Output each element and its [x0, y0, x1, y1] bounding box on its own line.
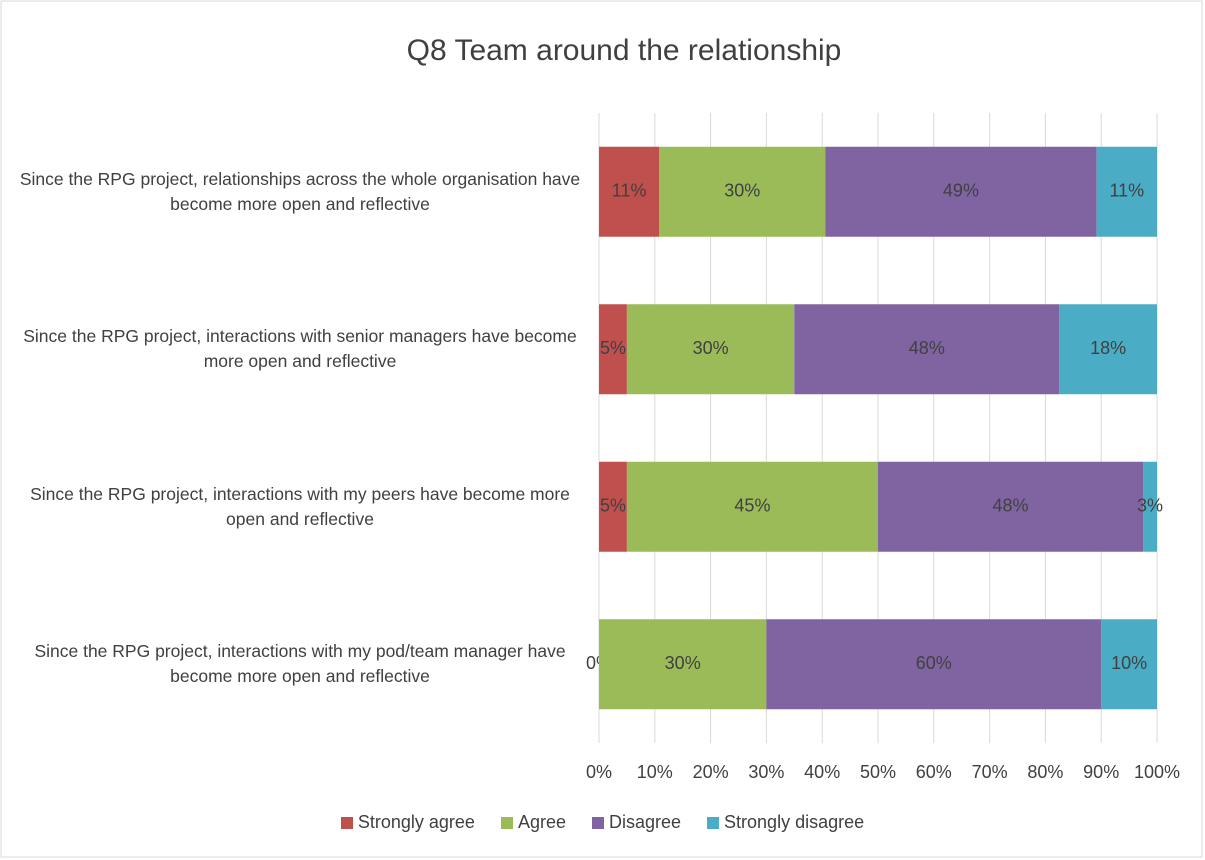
legend-item: Agree	[500, 812, 566, 833]
data-label: 3%	[1137, 496, 1163, 516]
data-label: 48%	[993, 496, 1029, 516]
x-tick-label: 70%	[972, 762, 1008, 782]
bar-segment	[599, 146, 660, 237]
legend-swatch	[340, 816, 353, 829]
x-tick-label: 90%	[1083, 762, 1119, 782]
data-label: 10%	[1111, 653, 1147, 673]
legend-label: Strongly disagree	[724, 812, 865, 832]
legend: Strongly agree Agree Disagree Strongly disa…	[0, 812, 1205, 833]
legend-swatch	[500, 816, 513, 829]
legend-swatch	[707, 816, 720, 829]
bar-segment	[599, 304, 627, 395]
bar-segment	[1059, 304, 1157, 395]
data-label: 60%	[916, 653, 952, 673]
x-tick-label: 10%	[637, 762, 673, 782]
bar-segment	[1101, 619, 1157, 710]
x-tick-label: 30%	[748, 762, 784, 782]
bar-segment	[599, 619, 767, 710]
y-tick-label: Since the RPG project, interactions with…	[23, 326, 577, 372]
data-label: 5%	[600, 496, 626, 516]
data-label: 30%	[693, 338, 729, 358]
bar-segment	[599, 461, 627, 552]
bar-segment	[1143, 461, 1157, 552]
x-tick-label: 0%	[586, 762, 612, 782]
legend-item: Strongly agree	[340, 812, 475, 833]
y-tick-label: Since the RPG project, interactions with…	[30, 483, 570, 529]
data-label: 11%	[1109, 181, 1144, 201]
bar-segment	[766, 619, 1102, 710]
legend-label: Strongly agree	[357, 812, 475, 832]
y-tick-label: Since the RPG project, relationships acr…	[19, 168, 581, 214]
legend-label: Agree	[517, 812, 566, 832]
data-label: 49%	[943, 181, 979, 201]
x-tick-label: 60%	[916, 762, 952, 782]
legend-swatch	[591, 816, 604, 829]
x-tick-label: 40%	[804, 762, 840, 782]
chart-title: Q8 Team around the relationship	[407, 34, 842, 67]
legend-label: Disagree	[608, 812, 682, 832]
x-tick-label: 50%	[860, 762, 896, 782]
y-tick-label: Since the RPG project, interactions with…	[34, 641, 566, 687]
data-label: 30%	[665, 653, 701, 673]
legend-item: Strongly disagree	[707, 812, 864, 833]
bar-segment	[825, 146, 1097, 237]
bar-segment	[626, 304, 795, 395]
bar-segment	[1096, 146, 1157, 237]
data-label: 11%	[612, 181, 647, 201]
legend-item: Disagree	[591, 812, 682, 833]
bar-segment	[659, 146, 826, 237]
data-label: 48%	[909, 338, 945, 358]
bar-segment	[878, 461, 1144, 552]
data-label: 45%	[734, 496, 770, 516]
data-label: 18%	[1090, 338, 1126, 358]
data-label: 5%	[600, 338, 626, 358]
data-label: 30%	[724, 181, 760, 201]
bar-segment	[626, 461, 878, 552]
x-tick-label: 80%	[1027, 762, 1063, 782]
bar-segment	[794, 304, 1060, 395]
x-tick-label: 20%	[693, 762, 729, 782]
x-tick-label: 100%	[1134, 762, 1180, 782]
